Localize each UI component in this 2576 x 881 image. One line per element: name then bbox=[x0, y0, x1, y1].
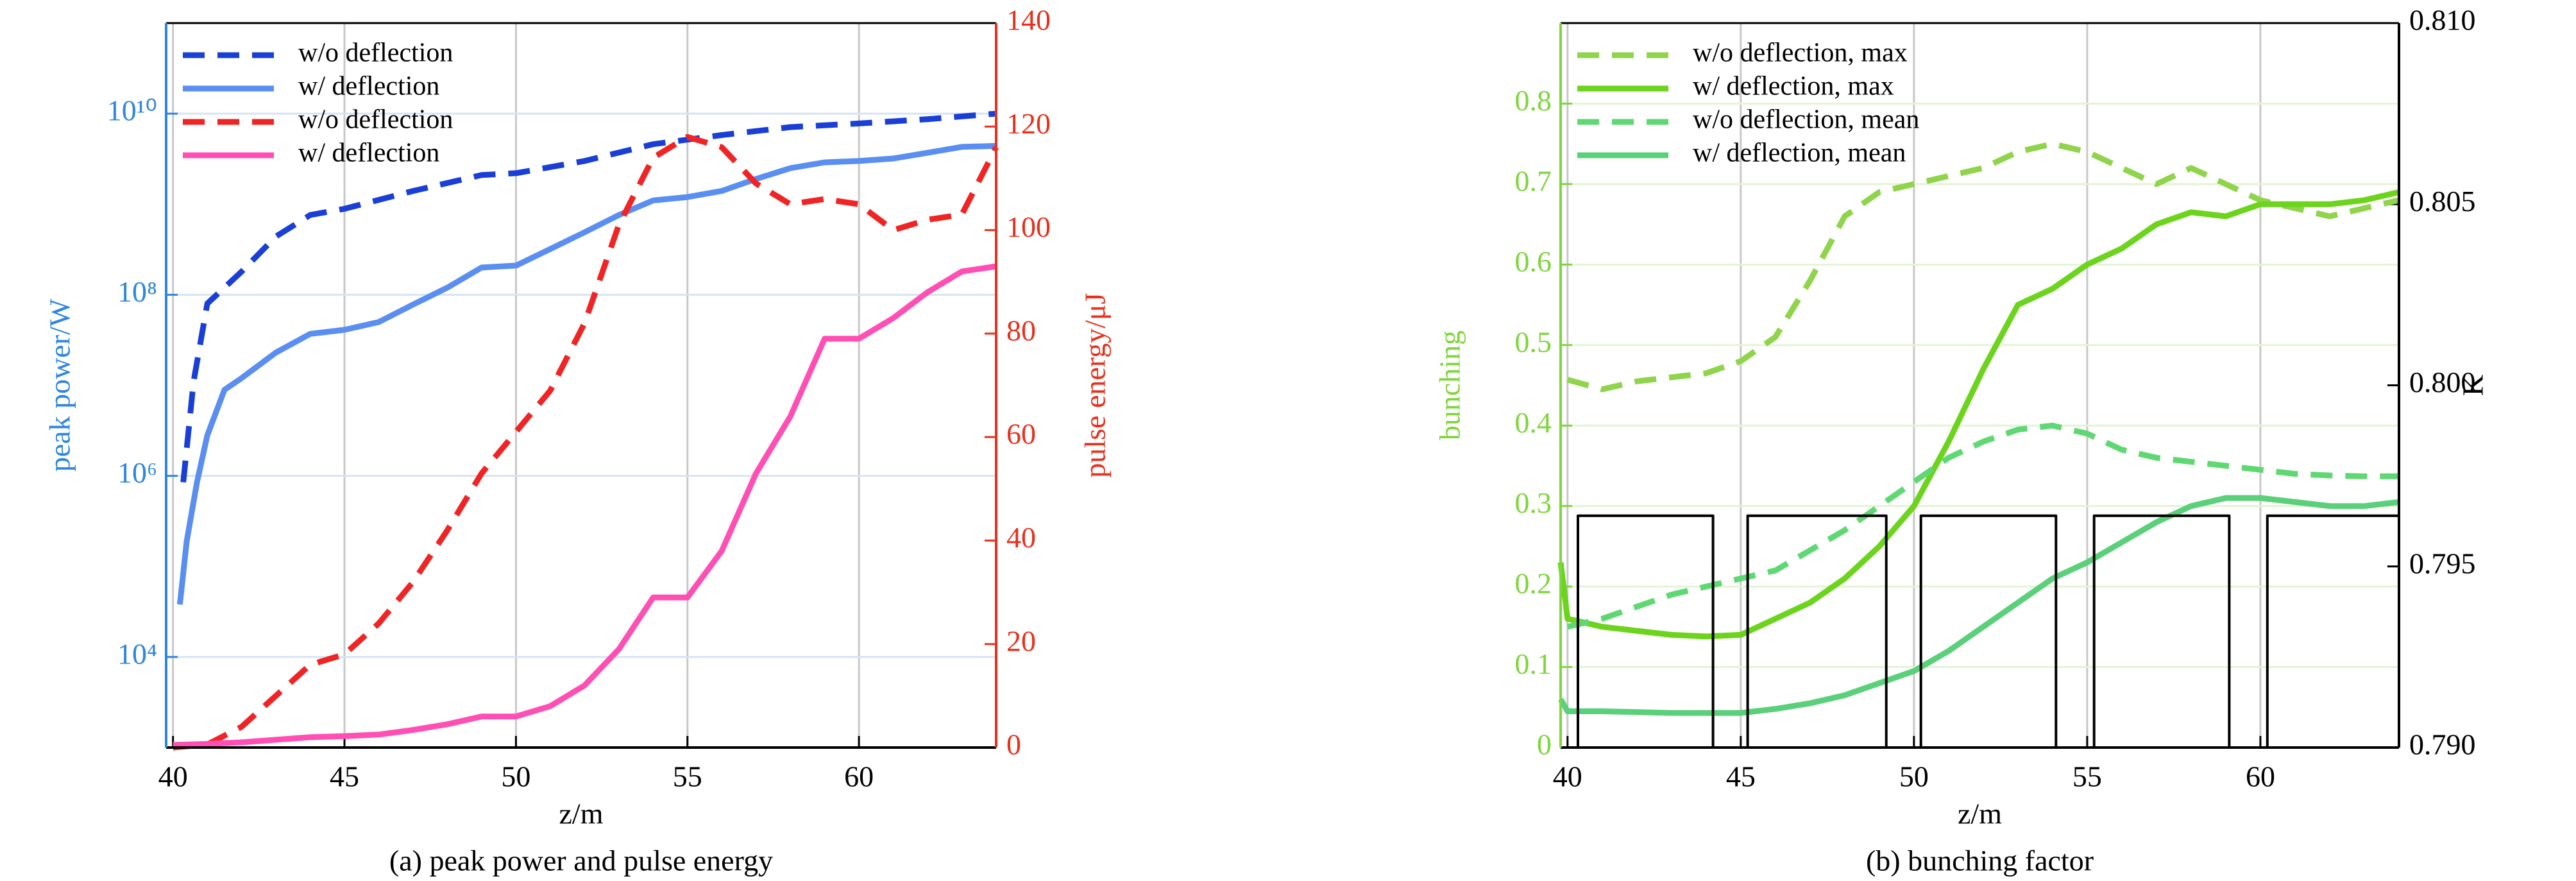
legend-label: w/o deflection bbox=[298, 38, 453, 68]
y-tick-label: 0.6 bbox=[1515, 245, 1552, 278]
legend-label: w/ deflection bbox=[298, 139, 439, 168]
series-line bbox=[180, 110, 997, 483]
y-axis-label: bunching bbox=[1434, 330, 1466, 440]
x-tick-label: 40 bbox=[158, 760, 188, 793]
y-tick-label: 0.7 bbox=[1515, 164, 1552, 197]
y2-tick-label: 0 bbox=[1006, 728, 1021, 761]
y2-tick-label: 120 bbox=[1006, 107, 1051, 140]
y2-tick-label: 0.800 bbox=[2409, 366, 2476, 398]
y2-tick-label: 40 bbox=[1006, 521, 1036, 554]
y2-tick-label: 80 bbox=[1006, 314, 1036, 346]
series-line bbox=[176, 142, 997, 605]
series-line bbox=[1557, 189, 2400, 640]
x-tick-label: 45 bbox=[1726, 760, 1756, 793]
y-tick-label: 0.8 bbox=[1515, 84, 1552, 117]
y-tick-label: 0.2 bbox=[1515, 567, 1552, 600]
y2-tick-label: 0.805 bbox=[2409, 185, 2476, 218]
y-axis-label: peak power/W bbox=[44, 298, 76, 472]
y2-tick-label: 0.810 bbox=[2409, 4, 2476, 37]
legend-label: w/ deflection bbox=[298, 72, 439, 101]
series-line bbox=[173, 263, 997, 748]
y2-tick-label: 0.795 bbox=[2409, 547, 2476, 579]
series-line bbox=[1566, 141, 2400, 393]
legend-label: w/o deflection bbox=[298, 105, 453, 135]
x-axis-label: z/m bbox=[559, 798, 604, 830]
x-tick-label: 50 bbox=[1899, 760, 1929, 793]
legend-label: w/ deflection, mean bbox=[1693, 139, 1906, 168]
series-line bbox=[1558, 495, 2400, 716]
x-tick-label: 60 bbox=[844, 760, 874, 793]
caption: (b) bunching factor bbox=[1866, 844, 2094, 877]
x-tick-label: 50 bbox=[501, 760, 530, 793]
y2-axis-label: K bbox=[2457, 375, 2489, 396]
x-tick-label: 40 bbox=[1553, 760, 1582, 793]
y-tick-label: 10¹⁰ bbox=[107, 94, 157, 127]
legend-label: w/o deflection, max bbox=[1693, 38, 1908, 68]
y-tick-label: 0.1 bbox=[1515, 647, 1552, 680]
y2-tick-label: 20 bbox=[1006, 624, 1036, 657]
y-tick-label: 10⁸ bbox=[117, 275, 157, 308]
y2-axis-label: pulse energy/μJ bbox=[1079, 293, 1112, 477]
x-tick-label: 45 bbox=[330, 760, 359, 793]
series-line bbox=[1566, 422, 2399, 630]
y-tick-label: 0 bbox=[1537, 728, 1552, 761]
caption: (a) peak power and pulse energy bbox=[389, 844, 773, 877]
y-tick-label: 10⁴ bbox=[117, 637, 157, 670]
y2-tick-label: 140 bbox=[1006, 4, 1051, 37]
y2-tick-label: 0.790 bbox=[2409, 728, 2476, 761]
series-line bbox=[173, 133, 999, 751]
y2-tick-label: 60 bbox=[1006, 418, 1036, 450]
y-tick-label: 0.5 bbox=[1515, 325, 1552, 358]
y-tick-label: 0.3 bbox=[1515, 486, 1552, 519]
x-tick-label: 55 bbox=[673, 760, 702, 793]
legend-label: w/o deflection, mean bbox=[1693, 105, 1919, 135]
legend-label: w/ deflection, max bbox=[1693, 72, 1894, 101]
y-tick-label: 0.4 bbox=[1515, 406, 1552, 439]
x-axis-label: z/m bbox=[1958, 798, 2002, 830]
x-tick-label: 55 bbox=[2072, 760, 2102, 793]
y2-tick-label: 100 bbox=[1006, 210, 1051, 243]
y-tick-label: 10⁶ bbox=[117, 456, 157, 489]
x-tick-label: 60 bbox=[2246, 760, 2275, 793]
